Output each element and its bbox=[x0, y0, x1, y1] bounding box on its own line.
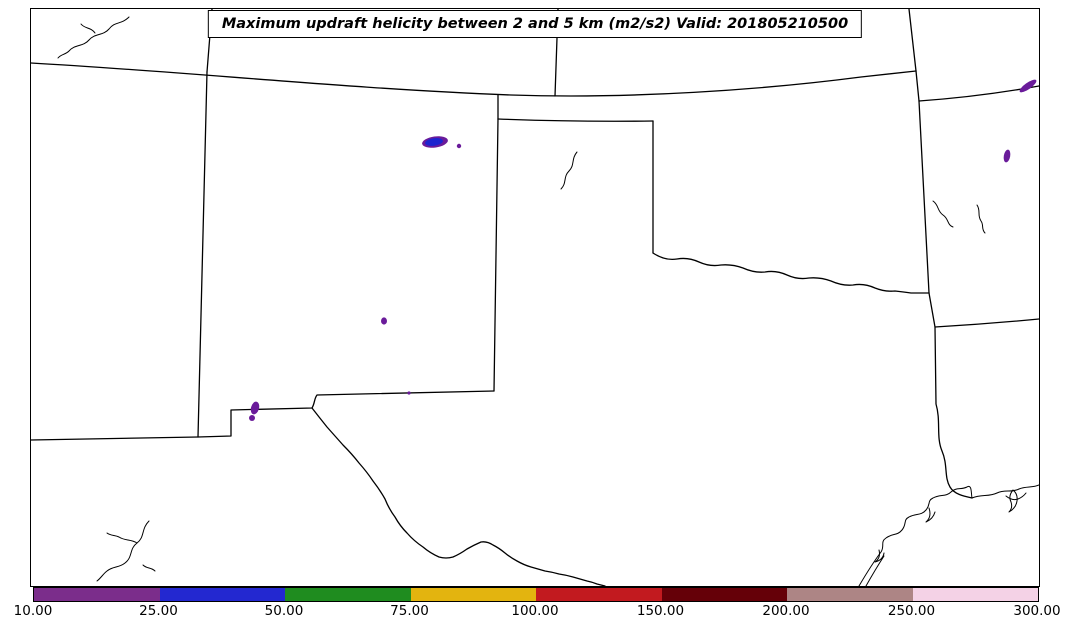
colorbar-tick-label: 150.00 bbox=[636, 603, 685, 619]
mexico-river-branch-2 bbox=[142, 564, 156, 572]
state-border-red-river bbox=[652, 252, 930, 294]
lake-powell-arm bbox=[80, 23, 96, 34]
helicity-swath-arkansas bbox=[1003, 149, 1011, 163]
colorbar-segment bbox=[410, 588, 536, 601]
state-border-arizona-mexico bbox=[31, 436, 199, 441]
galveston-bay bbox=[925, 507, 936, 523]
plot-title: Maximum updraft helicity between 2 and 5… bbox=[207, 10, 863, 38]
helicity-swath-sw-new-mexico-spot bbox=[249, 415, 255, 421]
state-border-oklahoma-arkansas bbox=[918, 100, 930, 294]
helicity-swath-ne-new-mexico-spot bbox=[456, 143, 462, 149]
state-border-new-mexico-texas bbox=[493, 118, 499, 392]
colorbar-segment bbox=[536, 588, 662, 601]
louisiana-peninsula bbox=[1008, 489, 1018, 513]
rio-grande-river bbox=[311, 407, 606, 586]
state-border-37n-parallel bbox=[31, 62, 917, 97]
state-border-texas-oklahoma-panhandle bbox=[497, 118, 654, 122]
helicity-swath-ne-new-mexico-blue-core bbox=[425, 138, 443, 146]
matagorda-bay bbox=[874, 549, 885, 563]
helicity-swaths bbox=[249, 79, 1037, 421]
lake-meredith bbox=[560, 151, 578, 190]
state-border-new-mexico-south-bootheel bbox=[197, 71, 495, 438]
colorbar-tick-label: 200.00 bbox=[762, 603, 810, 619]
state-border-missouri-arkansas bbox=[915, 70, 1039, 102]
colorbar-segment bbox=[661, 588, 787, 601]
lake-powell bbox=[57, 16, 130, 59]
arkansas-lake bbox=[976, 204, 986, 234]
mexico-river bbox=[96, 520, 150, 582]
colorbar-tick-label: 50.00 bbox=[264, 603, 304, 619]
helicity-swath-se-new-mexico bbox=[407, 391, 411, 395]
map-frame: Maximum updraft helicity between 2 and 5… bbox=[30, 8, 1040, 587]
state-border-texas-arkansas-louisiana bbox=[928, 292, 973, 499]
colorbar-labels: 10.00 25.00 50.00 75.00 100.00 150.00 200.00 25… bbox=[14, 603, 1061, 623]
barrier-island bbox=[865, 555, 885, 586]
state-border-kansas-missouri bbox=[908, 9, 917, 72]
colorbar-segment bbox=[912, 588, 1038, 601]
helicity-swath-central-new-mexico bbox=[381, 317, 387, 325]
colorbar-tick-label: 25.00 bbox=[139, 603, 178, 619]
colorbar-tick-label: 250.00 bbox=[887, 603, 936, 619]
eastern-oklahoma-lake bbox=[932, 200, 954, 228]
colorbar-tick-label: 10.00 bbox=[13, 603, 53, 619]
mexico-river-branch bbox=[106, 532, 138, 544]
colorbar-tick-label: 300.00 bbox=[1013, 603, 1061, 619]
gulf-coastline bbox=[858, 484, 1039, 586]
colorbar-tick-label: 100.00 bbox=[511, 603, 559, 619]
helicity-swath-missouri bbox=[1019, 79, 1037, 93]
colorbar bbox=[33, 587, 1039, 602]
colorbar-segment bbox=[787, 588, 913, 601]
state-borders-map bbox=[31, 9, 1039, 586]
colorbar-tick-label: 75.00 bbox=[390, 603, 429, 619]
colorbar-segment bbox=[34, 588, 160, 601]
helicity-swath-sw-new-mexico bbox=[250, 401, 260, 415]
colorbar-segment bbox=[285, 588, 411, 601]
colorbar-segment bbox=[159, 588, 285, 601]
state-border-arkansas-louisiana bbox=[934, 318, 1039, 328]
